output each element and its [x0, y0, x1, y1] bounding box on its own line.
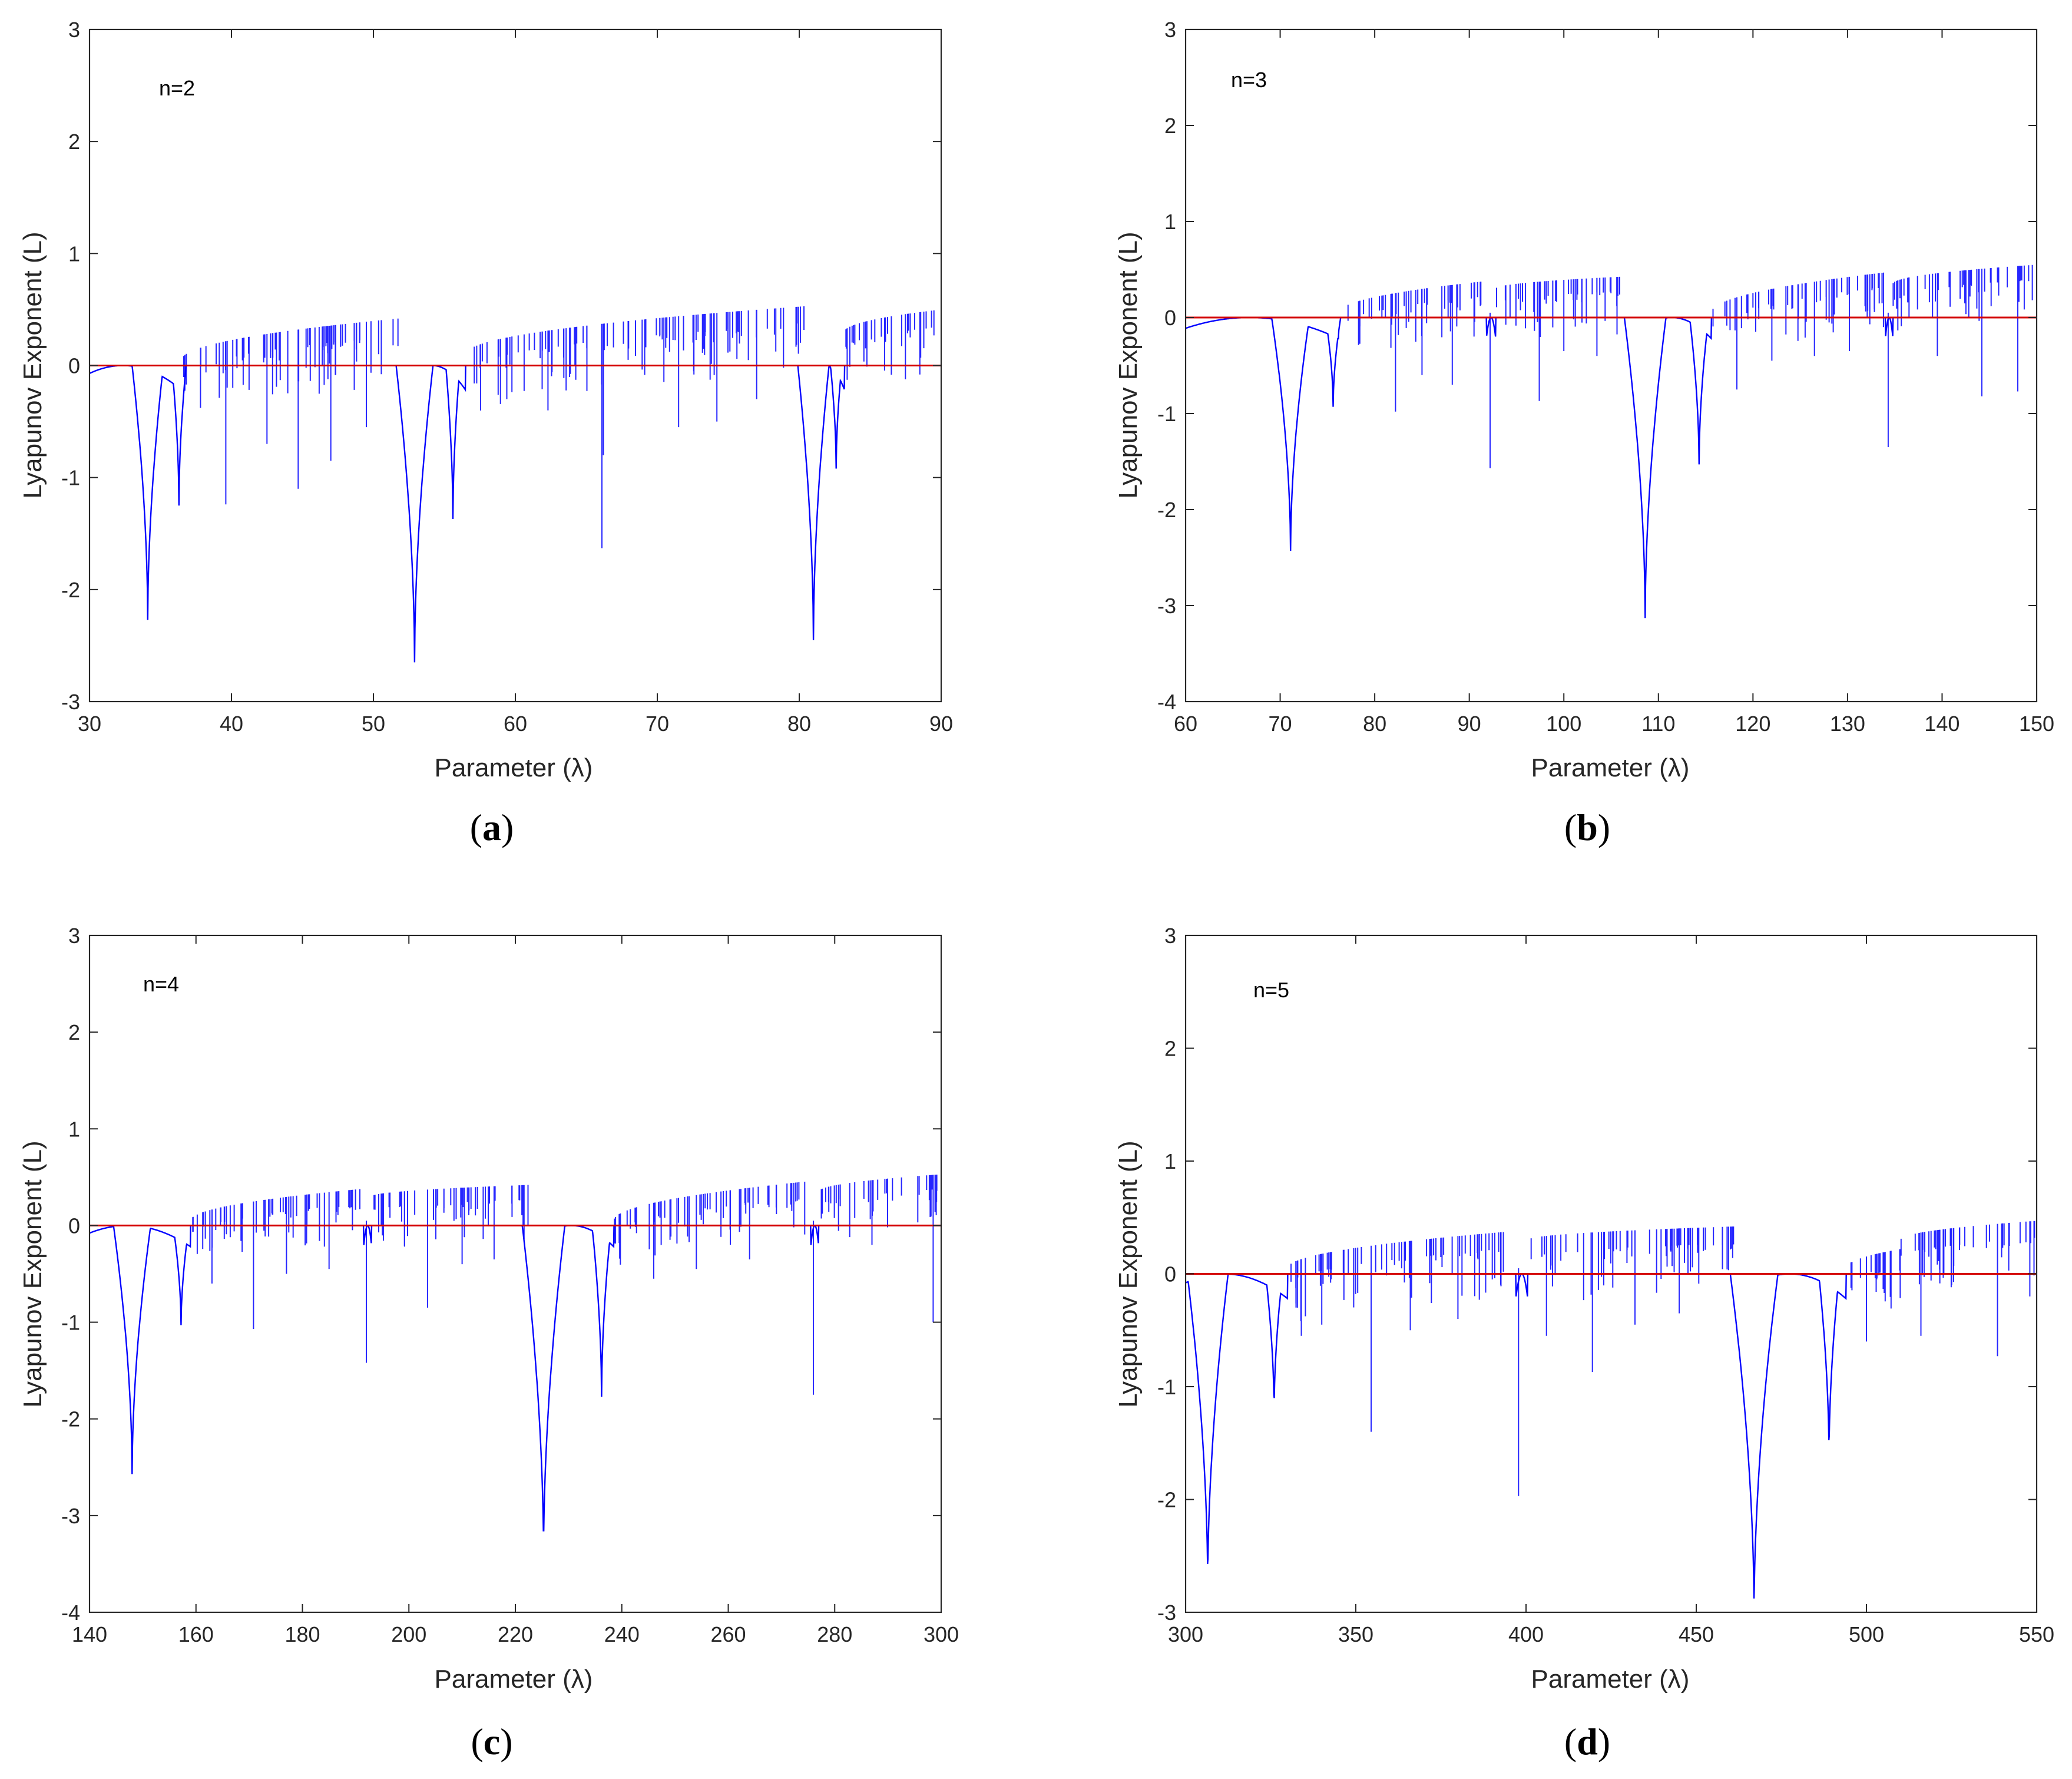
- plot-area: [1186, 264, 2037, 619]
- x-tick-label: 60: [504, 712, 527, 736]
- x-tick-label: 220: [498, 1622, 533, 1646]
- x-tick-label: 200: [391, 1622, 426, 1646]
- y-tick-label: 3: [1164, 924, 1176, 948]
- y-tick-label: -3: [61, 1504, 80, 1528]
- y-tick-label: -2: [61, 1407, 80, 1431]
- series-spikes: [192, 1175, 938, 1395]
- series-line: [90, 365, 941, 663]
- y-tick-label: 2: [1164, 114, 1176, 138]
- y-tick-label: -4: [1157, 690, 1176, 714]
- panel-caption: (a): [470, 806, 514, 848]
- x-tick-label: 140: [1924, 712, 1960, 736]
- x-tick-label: 90: [929, 712, 953, 736]
- annotation-label: n=5: [1253, 978, 1289, 1002]
- y-tick-label: 0: [68, 354, 80, 378]
- x-tick-label: 240: [604, 1622, 640, 1646]
- y-tick-label: 1: [1164, 1149, 1176, 1173]
- x-tick-label: 160: [178, 1622, 214, 1646]
- y-tick-label: -3: [61, 690, 80, 714]
- annotation-label: n=2: [159, 76, 195, 100]
- x-tick-label: 40: [220, 712, 243, 736]
- annotation-label: n=3: [1231, 68, 1267, 92]
- x-axis-label: Parameter (λ): [1531, 753, 1690, 782]
- y-tick-label: 3: [1164, 18, 1176, 42]
- series-spikes: [183, 306, 935, 548]
- x-tick-label: 500: [1849, 1622, 1884, 1646]
- y-axis-label: Lyapunov Exponent (L): [1114, 1140, 1143, 1407]
- y-tick-label: -2: [1157, 1488, 1176, 1512]
- plot-area: [90, 306, 941, 663]
- x-tick-label: 50: [362, 712, 385, 736]
- panel-caption: (b): [1564, 806, 1610, 848]
- y-tick-label: -3: [1157, 1601, 1176, 1625]
- y-tick-label: 1: [68, 1117, 80, 1141]
- x-tick-label: 550: [2019, 1622, 2054, 1646]
- x-tick-label: 80: [787, 712, 811, 736]
- x-axis-label: Parameter (λ): [1531, 1665, 1690, 1694]
- axes-box: [1184, 28, 2038, 703]
- panel-d: 300 350 400 450 500 550 -3 -2 -1 0 1 2 3 Parameter (λ…: [1114, 924, 2054, 1763]
- panel-a: 30 40 50 60 70 80 90 -3 -2 -1 0 1 2 3 Parameter (λ) Lya…: [18, 18, 953, 848]
- annotation-label: n=4: [143, 972, 179, 996]
- panel-caption: (d): [1564, 1721, 1610, 1763]
- panel-c: 140 160 180 200 220 240 260 280 300 -4 -3 -2 -1 0 1 2 3 P…: [18, 924, 959, 1763]
- panel-b: 60 70 80 90 100 110 120 130 140 150 -4 -3 -2 -1 0 1 2 3 Pa…: [1114, 18, 2054, 848]
- x-axis-label: Parameter (λ): [435, 753, 593, 782]
- y-tick-label: 3: [68, 18, 80, 42]
- x-tick-label: 400: [1508, 1622, 1544, 1646]
- y-tick-label: 2: [68, 130, 80, 154]
- y-axis-label: Lyapunov Exponent (L): [1114, 232, 1143, 498]
- y-tick-label: -1: [61, 1311, 80, 1335]
- x-tick-label: 120: [1735, 712, 1770, 736]
- x-tick-label: 260: [710, 1622, 746, 1646]
- panel-caption-letter: b: [1577, 806, 1598, 848]
- plot-area: [1186, 1221, 2037, 1599]
- x-tick-label: 300: [924, 1622, 959, 1646]
- y-tick-label: -3: [1157, 594, 1176, 618]
- y-tick-label: -2: [1157, 498, 1176, 522]
- y-axis-label: Lyapunov Exponent (L): [18, 232, 47, 498]
- panel-caption-letter: d: [1577, 1721, 1598, 1763]
- y-tick-label: -1: [1157, 1375, 1176, 1399]
- x-tick-label: 70: [1269, 712, 1292, 736]
- y-tick-label: 1: [68, 242, 80, 266]
- y-tick-label: -1: [61, 466, 80, 490]
- x-tick-label: 140: [72, 1622, 107, 1646]
- panel-caption-letter: c: [484, 1721, 500, 1763]
- series-line: [1186, 1273, 2037, 1599]
- series-line: [1186, 316, 2037, 619]
- y-tick-label: -4: [61, 1601, 80, 1625]
- y-tick-label: 0: [68, 1213, 80, 1238]
- x-tick-label: 280: [817, 1622, 852, 1646]
- series-spikes: [1347, 264, 2033, 468]
- x-tick-label: 110: [1641, 712, 1675, 736]
- x-tick-label: 130: [1830, 712, 1865, 736]
- y-tick-label: 1: [1164, 210, 1176, 234]
- x-tick-label: 450: [1679, 1622, 1714, 1646]
- x-tick-label: 100: [1546, 712, 1581, 736]
- y-tick-label: -2: [61, 578, 80, 602]
- series-spikes: [1290, 1221, 2035, 1496]
- x-tick-label: 90: [1458, 712, 1481, 736]
- x-tick-label: 180: [284, 1622, 320, 1646]
- x-tick-label: 150: [2019, 712, 2054, 736]
- x-tick-label: 70: [646, 712, 669, 736]
- y-tick-label: 2: [68, 1020, 80, 1044]
- y-tick-label: 2: [1164, 1037, 1176, 1061]
- y-tick-label: 3: [68, 924, 80, 948]
- x-tick-label: 60: [1174, 712, 1197, 736]
- x-axis-label: Parameter (λ): [435, 1665, 593, 1694]
- x-tick-label: 300: [1168, 1622, 1203, 1646]
- y-tick-label: 0: [1164, 1262, 1176, 1287]
- panel-caption: (c): [471, 1721, 512, 1763]
- y-tick-label: 0: [1164, 306, 1176, 330]
- plot-area: [90, 1175, 941, 1532]
- x-tick-label: 350: [1338, 1622, 1373, 1646]
- y-tick-label: -1: [1157, 402, 1176, 426]
- y-axis-label: Lyapunov Exponent (L): [18, 1140, 47, 1407]
- x-tick-label: 30: [78, 712, 101, 736]
- panel-caption-letter: a: [482, 806, 501, 848]
- x-tick-label: 80: [1363, 712, 1386, 736]
